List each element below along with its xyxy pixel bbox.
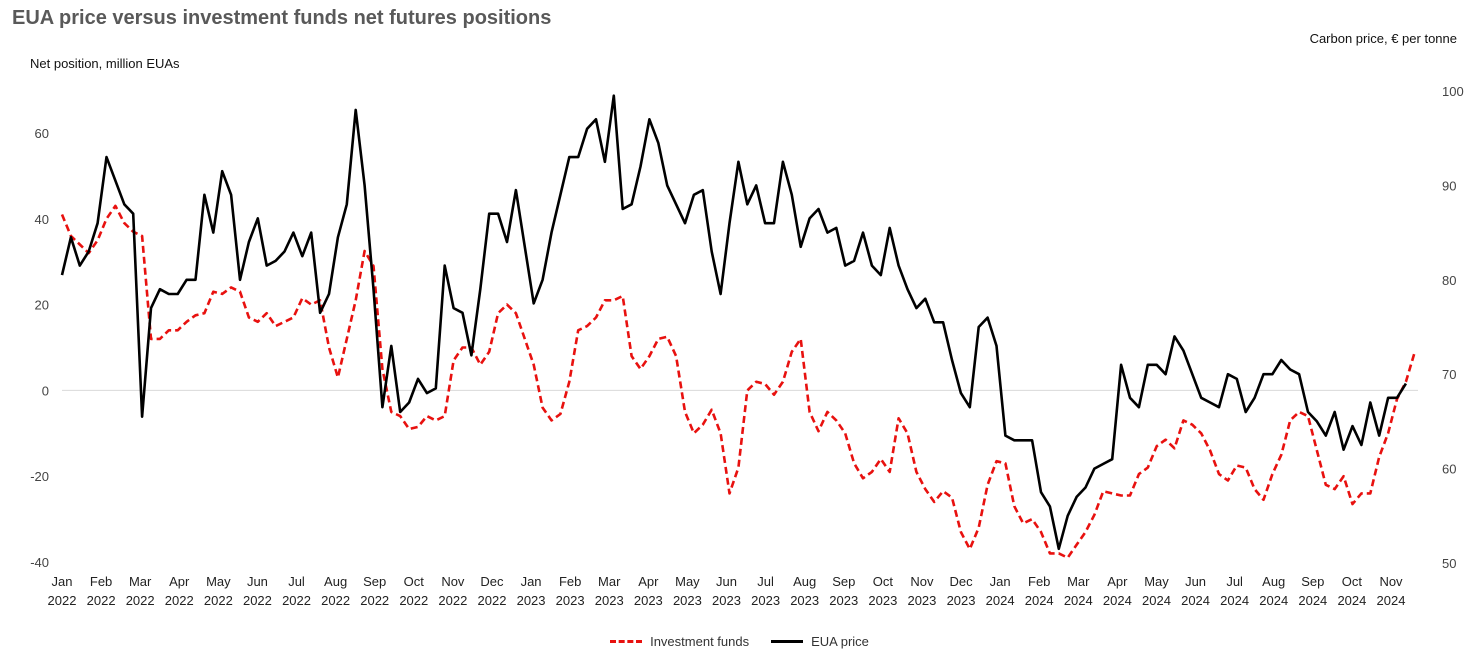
right-tick-label: 80	[1442, 273, 1456, 288]
x-tick-year: 2022	[204, 593, 233, 608]
x-tick-month: May	[675, 574, 700, 589]
series-line-investment-funds	[60, 204, 1417, 559]
right-axis-ticks: 100 90 80 70 60 50	[1442, 84, 1464, 571]
x-tick-year: 2024	[1220, 593, 1249, 608]
x-tick-year: 2024	[1337, 593, 1366, 608]
x-tick-year: 2022	[48, 593, 77, 608]
x-tick-year: 2022	[360, 593, 389, 608]
x-tick-year: 2023	[947, 593, 976, 608]
left-tick-label: -20	[30, 469, 49, 484]
legend-swatch-dashed-red	[610, 640, 643, 643]
x-tick-month: Oct	[404, 574, 425, 589]
x-tick-month: Feb	[559, 574, 581, 589]
x-tick-year: 2022	[87, 593, 116, 608]
x-tick-year: 2024	[1025, 593, 1054, 608]
legend: Investment funds EUA price	[0, 634, 1479, 649]
x-tick-year: 2024	[1259, 593, 1288, 608]
x-tick-month: Mar	[598, 574, 621, 589]
x-tick-month: Apr	[169, 574, 190, 589]
legend-item-investment-funds[interactable]: Investment funds	[610, 634, 749, 649]
x-tick-year: 2022	[165, 593, 194, 608]
x-tick-month: Dec	[949, 574, 973, 589]
x-tick-month: Mar	[1067, 574, 1090, 589]
right-tick-label: 50	[1442, 556, 1456, 571]
x-tick-year: 2023	[751, 593, 780, 608]
x-tick-month: Mar	[129, 574, 152, 589]
left-tick-label: 0	[42, 383, 49, 398]
x-tick-year: 2022	[243, 593, 272, 608]
x-tick-year: 2024	[1298, 593, 1327, 608]
left-tick-label: -40	[30, 555, 49, 570]
right-tick-label: 70	[1442, 367, 1456, 382]
legend-label-eua-price: EUA price	[811, 634, 869, 649]
left-tick-label: 40	[35, 212, 49, 227]
legend-label-investment-funds: Investment funds	[650, 634, 750, 649]
legend-swatch-solid-black	[771, 640, 804, 643]
series-line-eua-price	[60, 94, 1408, 551]
x-tick-year: 2023	[829, 593, 858, 608]
chart-title: EUA price versus investment funds net fu…	[12, 7, 552, 29]
right-tick-label: 90	[1442, 178, 1456, 193]
right-tick-label: 100	[1442, 84, 1464, 99]
x-tick-month: Jan	[52, 574, 73, 589]
x-tick-year: 2023	[868, 593, 897, 608]
x-tick-month: Nov	[1379, 574, 1403, 589]
x-tick-month: Feb	[1028, 574, 1050, 589]
x-tick-month: Dec	[480, 574, 504, 589]
x-tick-month: Aug	[793, 574, 816, 589]
x-tick-year: 2022	[399, 593, 428, 608]
x-tick-month: Jan	[990, 574, 1011, 589]
x-tick-month: Sep	[1301, 574, 1324, 589]
x-tick-month: Oct	[873, 574, 894, 589]
x-axis-ticks: Jan 2022 Feb 2022 Mar 2022 Apr 2022 May 2022 Jun 20…	[48, 574, 1406, 608]
x-tick-year: 2023	[595, 593, 624, 608]
x-tick-month: Jul	[757, 574, 774, 589]
series-layer	[60, 94, 1417, 559]
x-tick-month: Oct	[1342, 574, 1363, 589]
left-axis-label: Net position, million EUAs	[30, 56, 180, 71]
right-tick-label: 60	[1442, 462, 1456, 477]
x-tick-year: 2022	[126, 593, 155, 608]
x-tick-month: Sep	[832, 574, 855, 589]
x-tick-year: 2024	[986, 593, 1015, 608]
x-tick-month: Jun	[247, 574, 268, 589]
x-tick-year: 2022	[321, 593, 350, 608]
x-tick-month: Jan	[521, 574, 542, 589]
x-tick-month: May	[1144, 574, 1169, 589]
x-tick-year: 2023	[673, 593, 702, 608]
x-tick-year: 2024	[1181, 593, 1210, 608]
x-tick-month: Aug	[1262, 574, 1285, 589]
x-tick-month: May	[206, 574, 231, 589]
legend-item-eua-price[interactable]: EUA price	[771, 634, 869, 649]
x-tick-year: 2024	[1064, 593, 1093, 608]
x-tick-month: Sep	[363, 574, 386, 589]
left-tick-label: 20	[35, 298, 49, 313]
x-tick-month: Apr	[1107, 574, 1128, 589]
x-tick-month: Jun	[716, 574, 737, 589]
x-tick-year: 2023	[790, 593, 819, 608]
x-tick-year: 2024	[1377, 593, 1406, 608]
x-tick-year: 2024	[1103, 593, 1132, 608]
x-tick-month: Nov	[910, 574, 934, 589]
left-tick-label: 60	[35, 126, 49, 141]
x-tick-month: Jul	[1226, 574, 1243, 589]
x-tick-year: 2022	[282, 593, 311, 608]
x-tick-month: Feb	[90, 574, 112, 589]
x-tick-year: 2023	[907, 593, 936, 608]
x-tick-year: 2023	[517, 593, 546, 608]
x-tick-year: 2023	[634, 593, 663, 608]
x-tick-month: Nov	[441, 574, 465, 589]
x-tick-month: Aug	[324, 574, 347, 589]
left-axis-ticks: 60 40 20 0 -20 -40	[30, 126, 49, 570]
x-tick-year: 2022	[438, 593, 467, 608]
x-tick-year: 2022	[478, 593, 507, 608]
x-tick-month: Jun	[1185, 574, 1206, 589]
x-tick-month: Jul	[288, 574, 305, 589]
x-tick-year: 2024	[1142, 593, 1171, 608]
x-tick-month: Apr	[638, 574, 659, 589]
right-axis-label: Carbon price, € per tonne	[1309, 31, 1457, 46]
x-tick-year: 2023	[712, 593, 741, 608]
x-tick-year: 2023	[556, 593, 585, 608]
